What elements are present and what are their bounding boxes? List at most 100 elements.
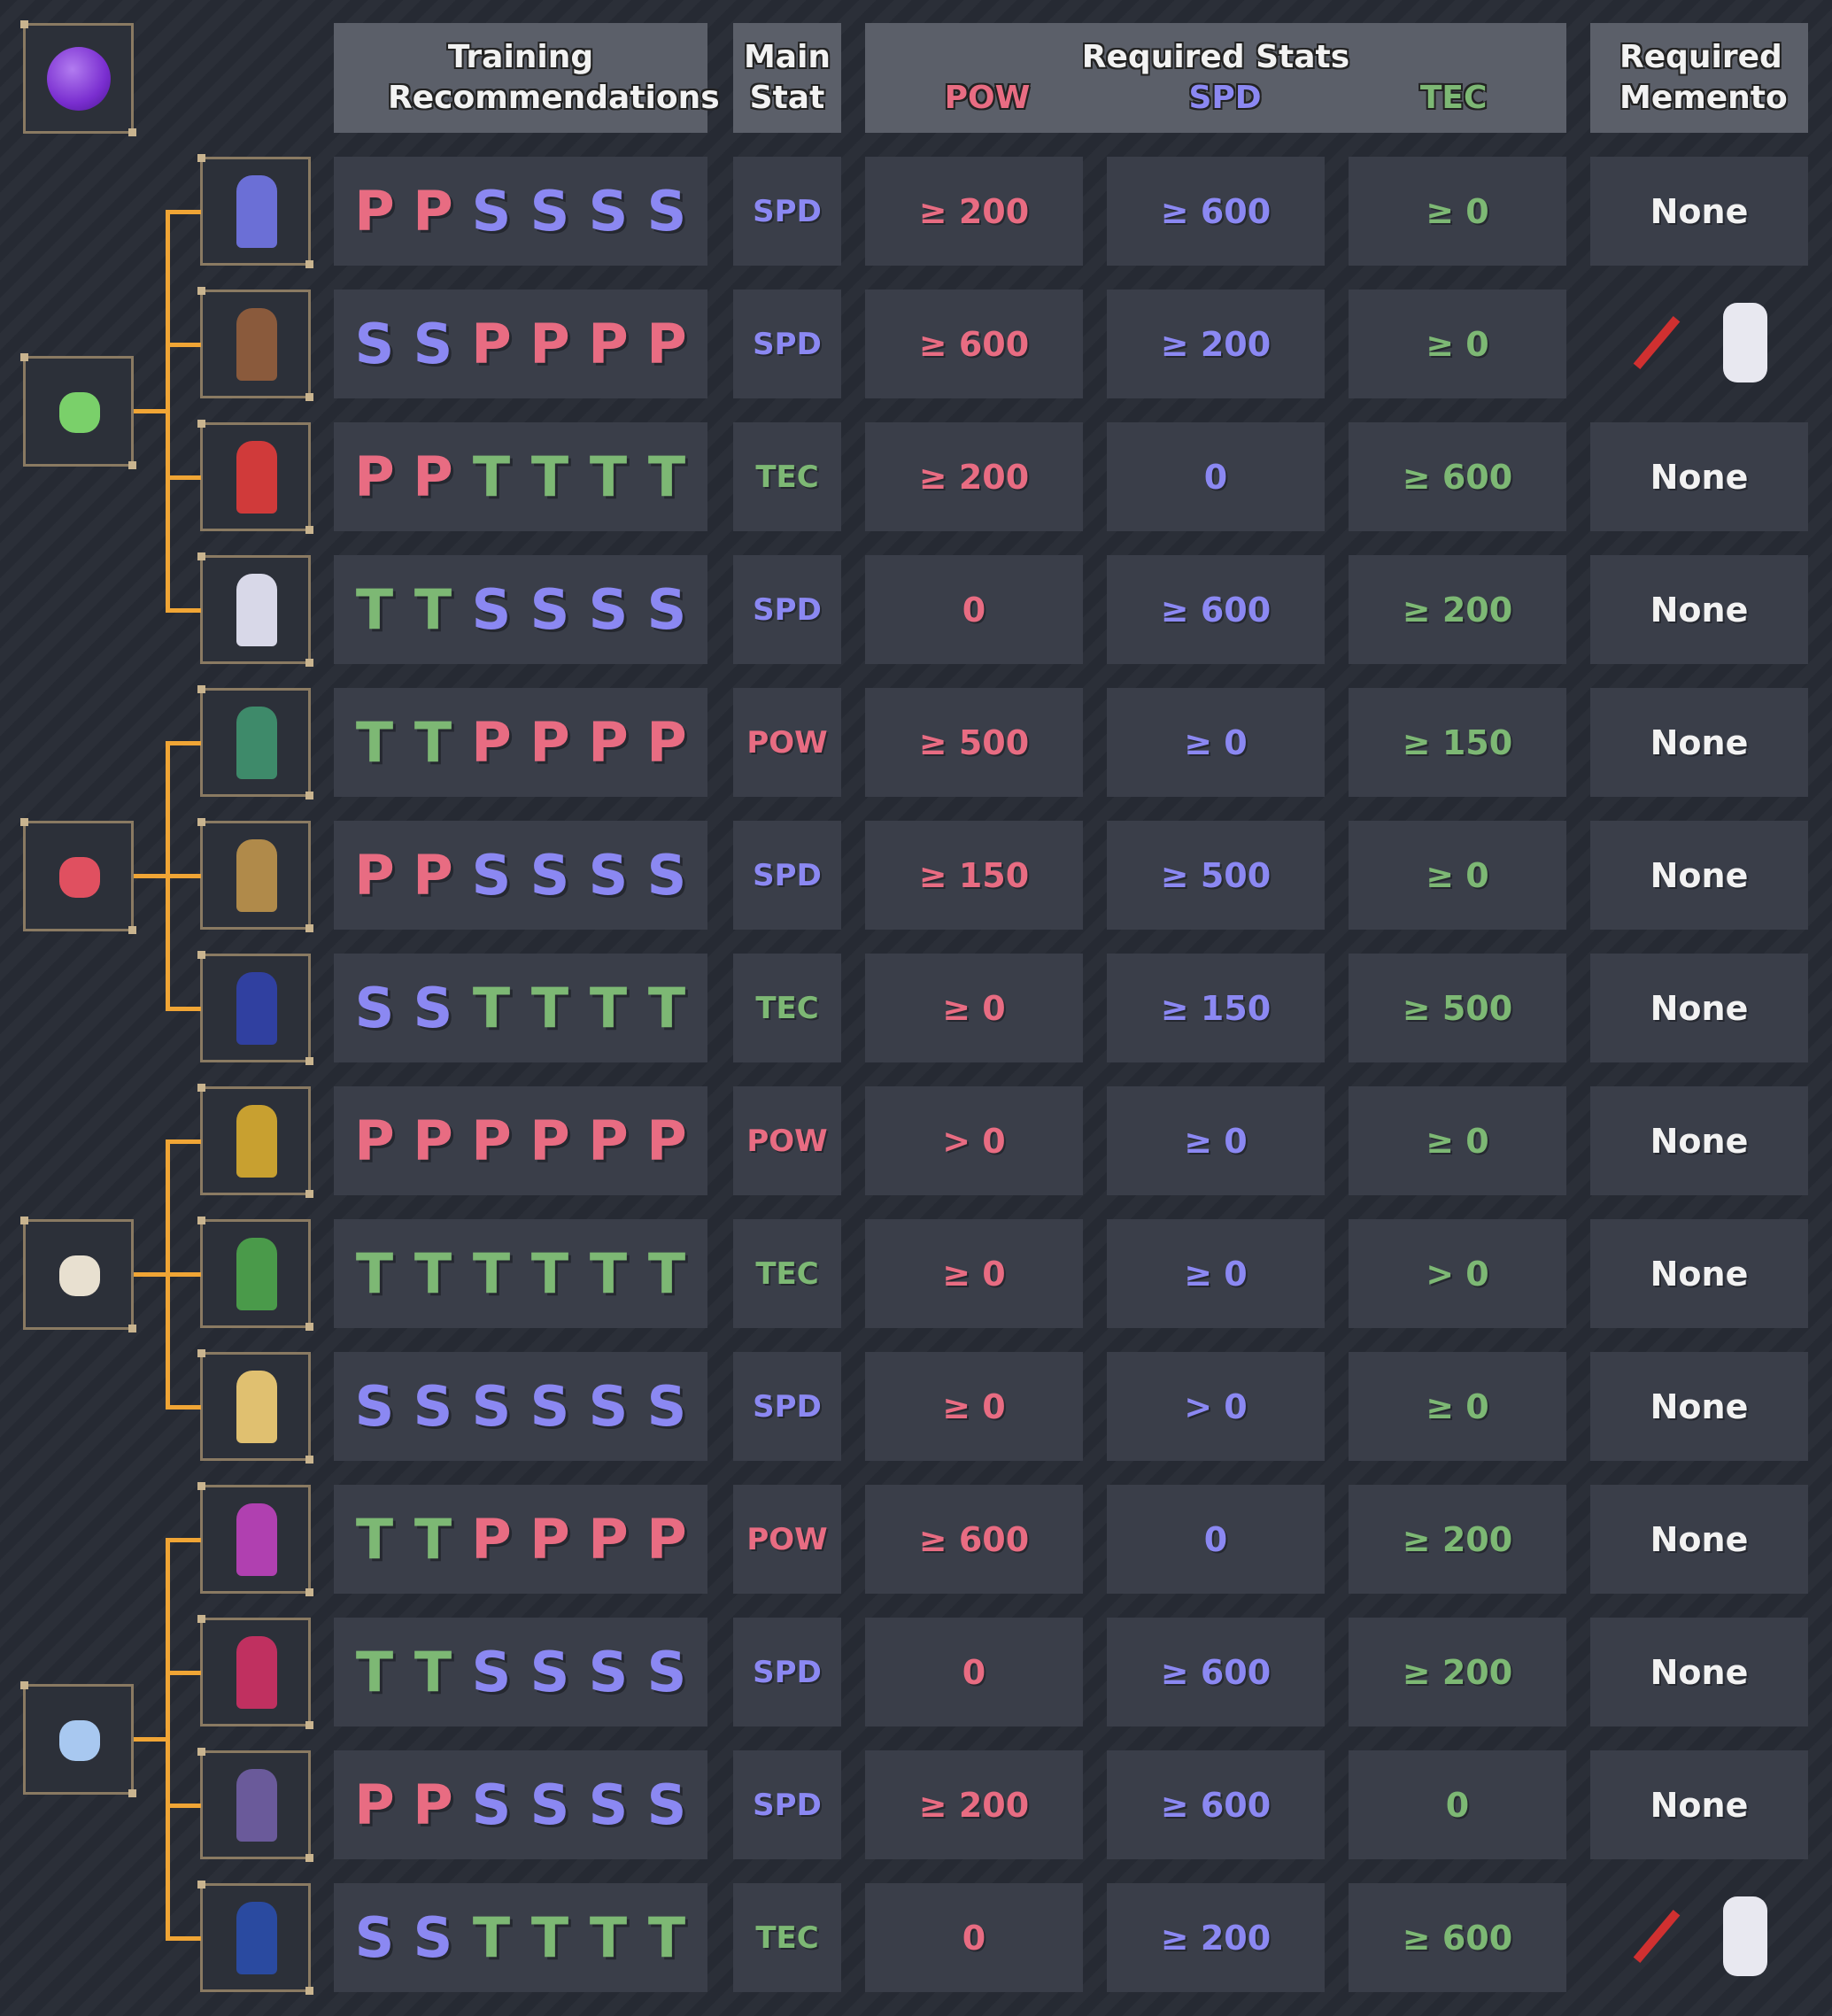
tree-line [166, 211, 170, 610]
training-letter: T [414, 710, 452, 775]
character-sprite [197, 818, 313, 932]
training-letter: P [413, 843, 453, 908]
pow-req: 0 [865, 1883, 1083, 1992]
stat-label: SPD [1188, 80, 1262, 116]
memento: None [1590, 1219, 1808, 1328]
memento-icons [1590, 290, 1808, 398]
training-letter: P [413, 1773, 453, 1837]
group-icon [20, 1216, 136, 1332]
training-letter: T [530, 976, 569, 1040]
pow-req: ≥ 0 [865, 1352, 1083, 1461]
training-letter: T [647, 444, 686, 509]
spd-req: ≥ 200 [1107, 290, 1325, 398]
stat-label: POW [944, 80, 1031, 116]
main-stat: TEC [733, 954, 841, 1062]
memento: None [1590, 157, 1808, 266]
sprite-figure [236, 574, 277, 646]
sprite-figure [236, 1902, 277, 1974]
training-letter: S [588, 577, 629, 642]
main-stat: SPD [733, 555, 841, 664]
pow-req: ≥ 0 [865, 954, 1083, 1062]
training-letter: P [354, 179, 395, 243]
spd-req: ≥ 150 [1107, 954, 1325, 1062]
training-letter: S [530, 1374, 570, 1439]
training-letter: S [471, 577, 512, 642]
tree-line [134, 1271, 167, 1277]
training-letter: P [413, 444, 453, 509]
character-sprite [197, 1217, 313, 1331]
spd-req: ≥ 500 [1107, 821, 1325, 930]
tec-req: ≥ 0 [1349, 157, 1566, 266]
training-letter: P [471, 1108, 512, 1173]
tree-line [134, 408, 167, 413]
group-figure [59, 1719, 100, 1761]
pow-req: ≥ 600 [865, 1485, 1083, 1594]
pow-req: ≥ 0 [865, 1219, 1083, 1328]
character-sprite [197, 951, 313, 1065]
training-letter: S [354, 976, 395, 1040]
training-letter: S [646, 1773, 687, 1837]
training-letter: P [646, 710, 687, 775]
training-letter: S [354, 312, 395, 376]
training-letter: T [355, 1507, 394, 1572]
main-stat: SPD [733, 157, 841, 266]
training-letter: T [472, 1905, 511, 1970]
training-letter: P [354, 1108, 395, 1173]
sprite-figure [236, 175, 277, 248]
training-letter: P [354, 444, 395, 509]
header-memento: Required Memento [1590, 23, 1808, 133]
tree-line [166, 740, 201, 745]
spd-req: ≥ 0 [1107, 1086, 1325, 1195]
training-letter: P [413, 1108, 453, 1173]
main-stat: SPD [733, 290, 841, 398]
memento: None [1590, 1352, 1808, 1461]
tec-req: ≥ 150 [1349, 688, 1566, 797]
training-letter: S [530, 577, 570, 642]
training-letter: T [530, 444, 569, 509]
training-letter: T [414, 577, 452, 642]
pow-req: ≥ 600 [865, 290, 1083, 398]
training-letter: T [355, 1640, 394, 1704]
training-letter: P [588, 312, 629, 376]
pow-req: 0 [865, 1618, 1083, 1726]
header-required-stats: Required Stats POW SPD TEC [865, 23, 1566, 133]
training-letter: T [589, 444, 628, 509]
sprite-figure [236, 1371, 277, 1443]
training-letter: S [646, 1640, 687, 1704]
stat-label: TEC [1419, 80, 1488, 116]
tree-line [166, 1006, 201, 1011]
memento: None [1590, 1618, 1808, 1726]
sprite-figure [236, 1769, 277, 1842]
sprite-figure [236, 972, 277, 1045]
training-letter: T [530, 1241, 569, 1306]
training-letter: T [647, 1905, 686, 1970]
tree-line [166, 1803, 201, 1808]
sprite-figure [236, 707, 277, 779]
training-letter: P [354, 1773, 395, 1837]
training-letter: S [588, 1374, 629, 1439]
memento-item [1633, 1909, 1681, 1964]
training-letter: S [471, 843, 512, 908]
group-figure [59, 391, 100, 433]
main-stat: POW [733, 688, 841, 797]
training-letter: P [413, 179, 453, 243]
training-letter: S [413, 1905, 453, 1970]
tec-req: 0 [1349, 1750, 1566, 1859]
training-letter: P [588, 1507, 629, 1572]
training-letter: P [471, 1507, 512, 1572]
pow-req: ≥ 150 [865, 821, 1083, 930]
training-letter: T [589, 976, 628, 1040]
tree-line [166, 1139, 201, 1144]
training-letter: T [589, 1905, 628, 1970]
tree-line [166, 342, 201, 347]
spd-req: ≥ 600 [1107, 157, 1325, 266]
memento-character [1723, 1896, 1767, 1976]
training-letter: S [471, 179, 512, 243]
group-figure [59, 856, 100, 898]
memento: None [1590, 1750, 1808, 1859]
